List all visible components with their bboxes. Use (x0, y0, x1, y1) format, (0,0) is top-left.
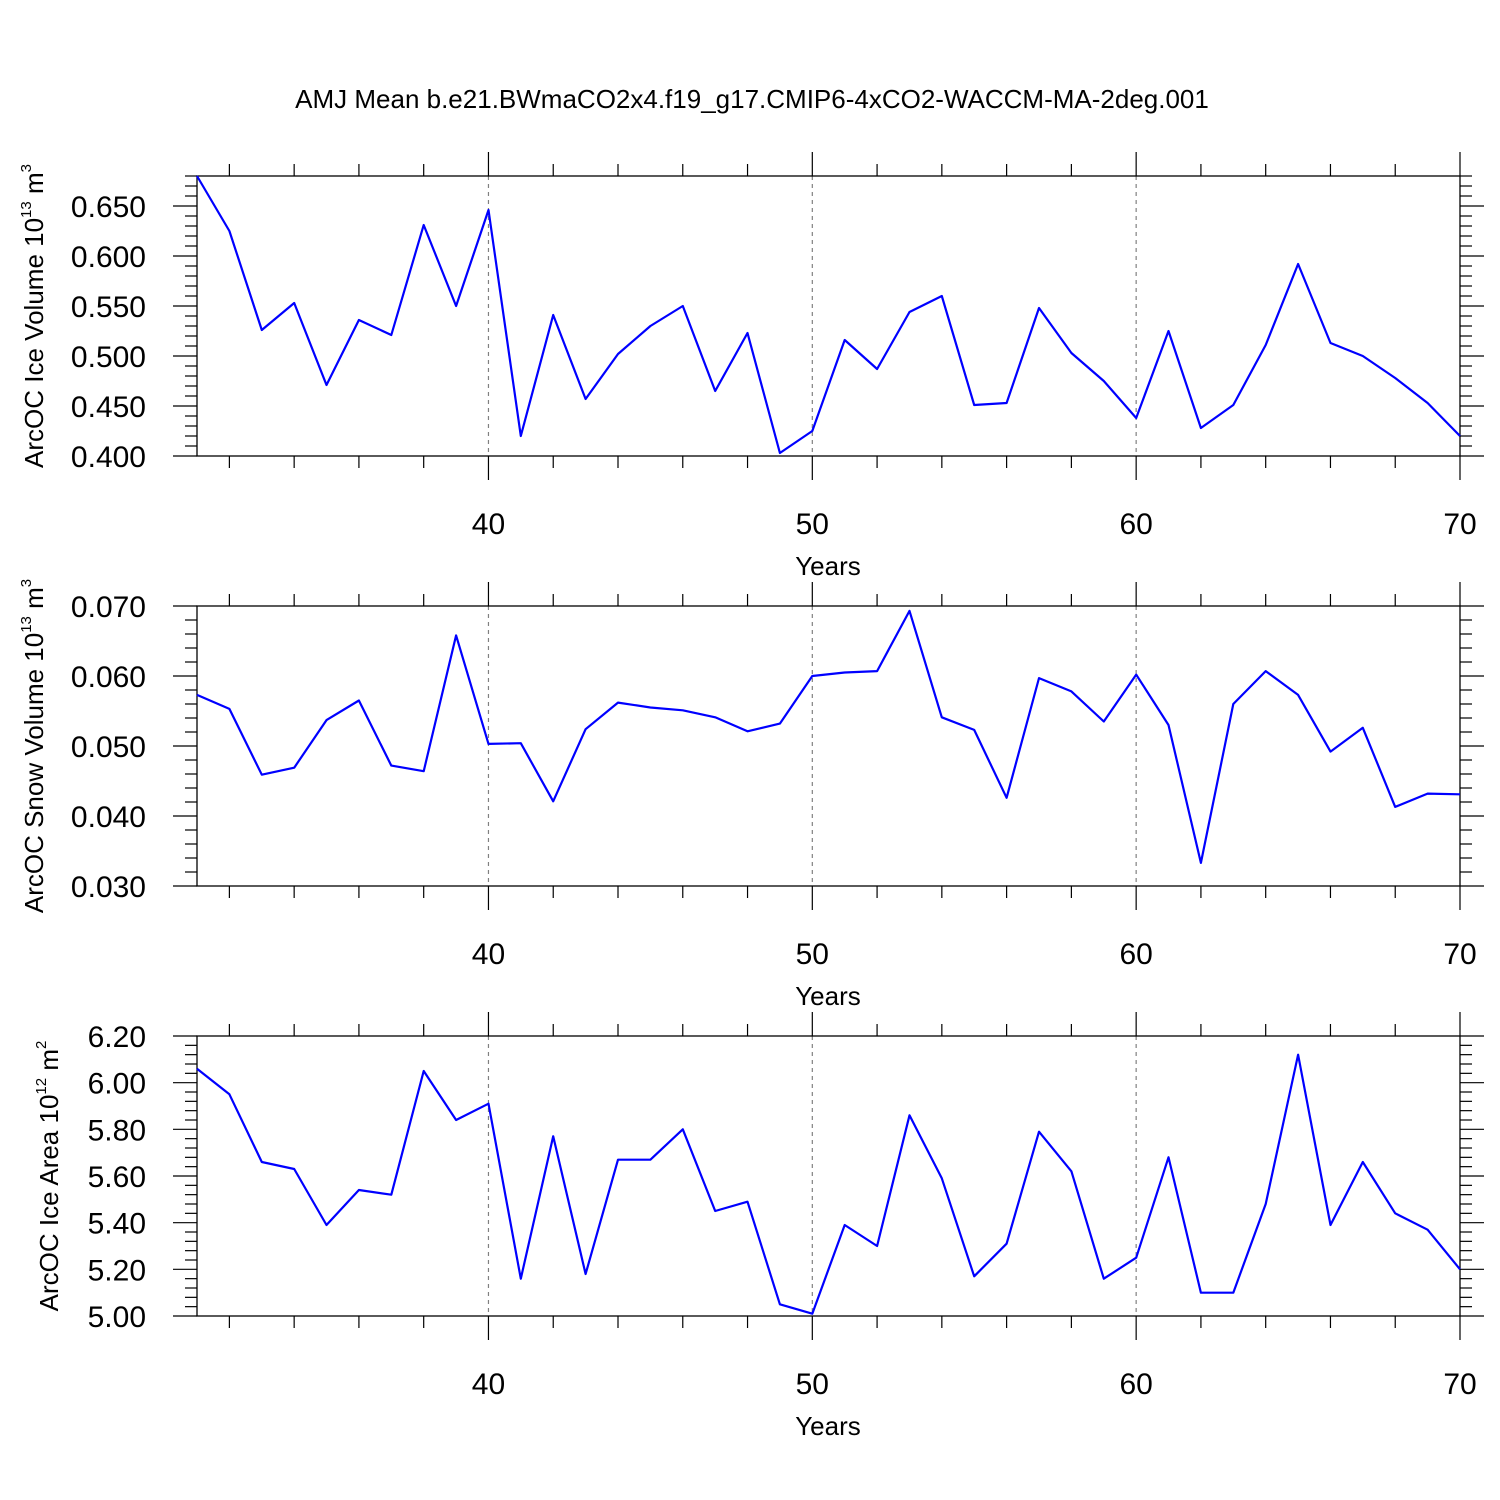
x-tick-label: 60 (1119, 938, 1152, 971)
x-tick-label: 50 (796, 938, 829, 971)
y-tick-label: 0.500 (71, 341, 146, 374)
x-axis-label: Years (795, 1411, 861, 1441)
x-tick-label: 40 (472, 1368, 505, 1401)
x-tick-label: 50 (796, 508, 829, 541)
x-tick-label: 70 (1443, 938, 1476, 971)
plot-frame (196, 605, 1461, 887)
x-tick-label: 50 (796, 1368, 829, 1401)
x-tick-label: 70 (1443, 1368, 1476, 1401)
plot-frame (196, 175, 1461, 457)
x-tick-label: 40 (472, 508, 505, 541)
y-tick-label: 5.40 (88, 1208, 146, 1241)
y-axis-label-text: m (34, 1049, 64, 1078)
y-tick-label: 5.80 (88, 1114, 146, 1147)
y-tick-label: 0.400 (71, 441, 146, 474)
y-axis-label-superscript: 12 (33, 1078, 50, 1095)
y-axis-label-text: ArcOC Snow Volume 10 (19, 633, 49, 913)
panel-2: 40 50 60 70 Years 0.030 0.040 0.050 0.060 0.070 Ar… (18, 579, 1484, 1011)
panel-3: 40 50 60 70 Years 5.00 5.20 5.40 5.60 5.80 6.00 6.2… (33, 1012, 1484, 1441)
panel-1: 40 50 60 70 Years 0.400 0.450 0.500 0.550 0.600 0.… (18, 152, 1484, 581)
y-axis-label-text: m (19, 172, 49, 201)
y-axis-label-superscript: 3 (18, 164, 35, 172)
chart-title: AMJ Mean b.e21.BWmaCO2x4.f19_g17.CMIP6-4… (295, 84, 1209, 114)
y-tick-label: 5.00 (88, 1301, 146, 1334)
y-axis-label: ArcOC Snow Volume 1013 m3 (18, 579, 49, 913)
y-axis-label-superscript: 13 (18, 201, 35, 218)
y-axis-label: ArcOC Ice Volume 1013 m3 (18, 164, 49, 468)
y-tick-label: 0.060 (71, 661, 146, 694)
y-tick-label: 5.60 (88, 1161, 146, 1194)
y-tick-label: 6.20 (88, 1021, 146, 1054)
series-line (196, 175, 1461, 455)
y-axis-label: ArcOC Ice Area 1012 m2 (33, 1041, 64, 1312)
y-tick-label: 0.040 (71, 801, 146, 834)
y-tick-label: 0.600 (71, 241, 146, 274)
y-axis-label-text: ArcOC Ice Area 10 (34, 1095, 64, 1312)
y-axis-label-superscript: 2 (33, 1041, 50, 1049)
x-tick-label: 60 (1119, 1368, 1152, 1401)
y-tick-label: 0.070 (71, 591, 146, 624)
y-tick-label: 0.030 (71, 871, 146, 904)
x-tick-label: 40 (472, 938, 505, 971)
y-axis-label-text: ArcOC Ice Volume 10 (19, 218, 49, 468)
x-tick-label: 70 (1443, 508, 1476, 541)
series-line (196, 1053, 1461, 1315)
y-axis-label-text: m (19, 587, 49, 616)
series-line (196, 609, 1461, 865)
x-axis-label: Years (795, 551, 861, 581)
x-tick-label: 60 (1119, 508, 1152, 541)
y-tick-label: 0.450 (71, 391, 146, 424)
y-tick-label: 5.20 (88, 1254, 146, 1287)
y-tick-label: 0.550 (71, 291, 146, 324)
y-tick-label: 6.00 (88, 1068, 146, 1101)
y-tick-label: 0.650 (71, 191, 146, 224)
x-axis-label: Years (795, 981, 861, 1011)
plot-frame (196, 1035, 1461, 1317)
y-axis-label-superscript: 3 (18, 579, 35, 587)
y-axis-label-superscript: 13 (18, 616, 35, 633)
y-tick-label: 0.050 (71, 731, 146, 764)
